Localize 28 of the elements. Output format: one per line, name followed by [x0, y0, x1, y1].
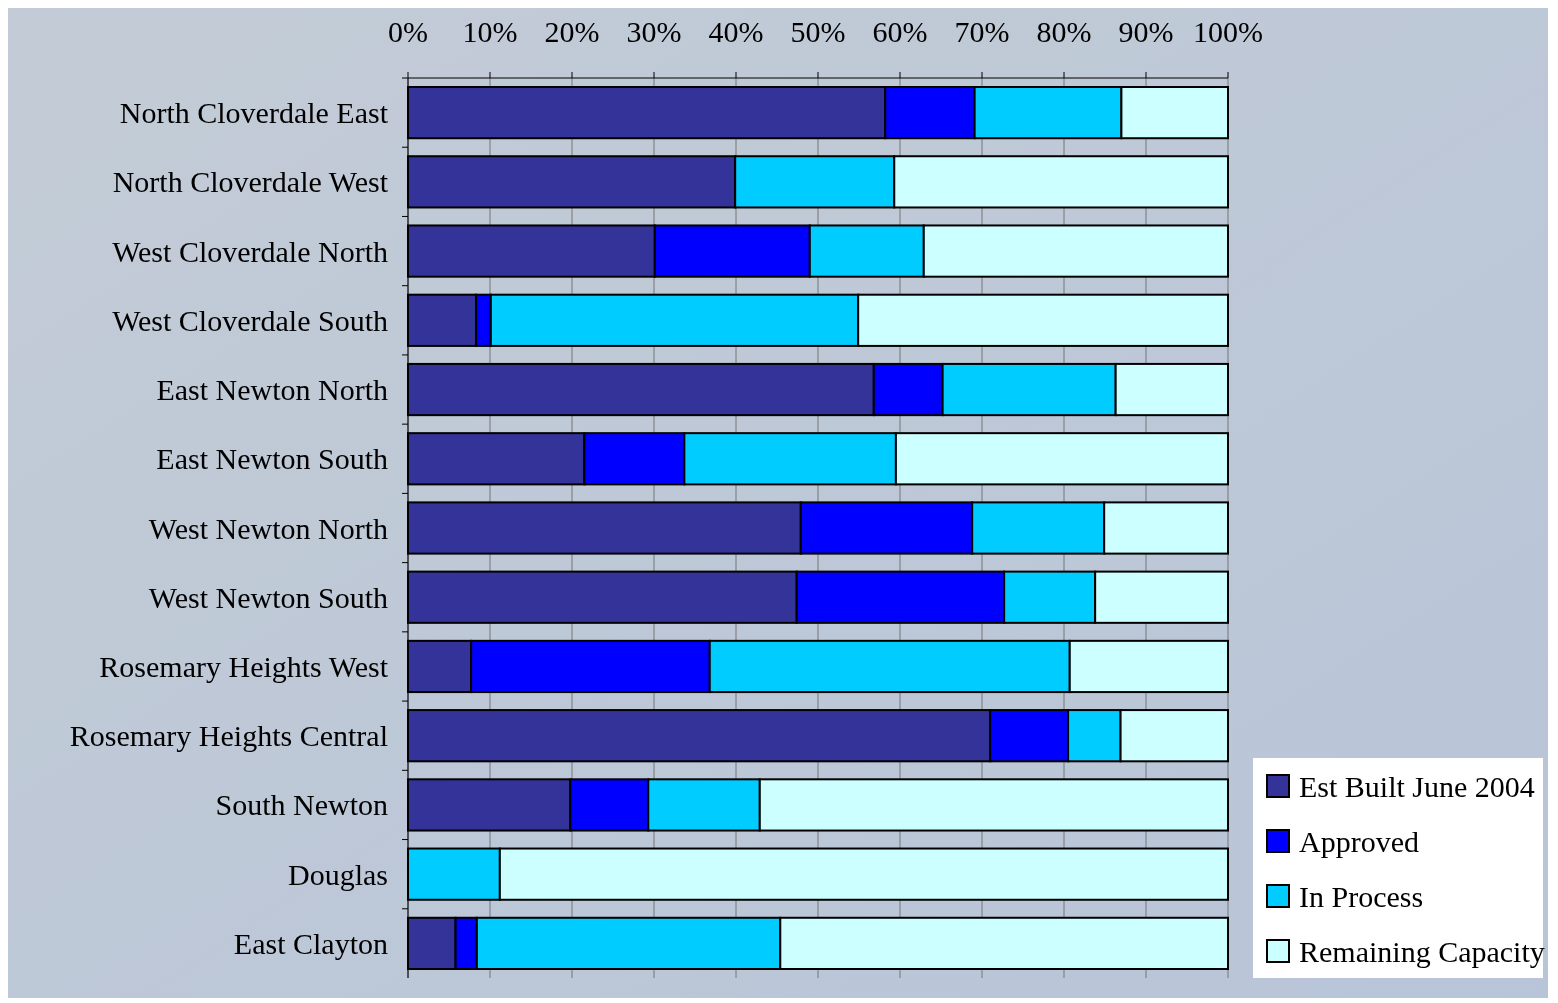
y-tick-label: North Cloverdale West [112, 165, 389, 199]
y-tick-label: East Newton North [156, 373, 388, 407]
legend-label: Est Built June 2004 [1299, 769, 1535, 803]
y-tick-label: West Newton South [148, 580, 388, 614]
y-tick-label: West Cloverdale North [112, 234, 388, 268]
x-tick-label: 40% [708, 15, 764, 48]
x-tick-label: 0% [388, 15, 428, 48]
y-tick-label: Rosemary Heights Central [69, 719, 388, 753]
x-tick-label: 50% [790, 15, 846, 48]
y-tick-label: Rosemary Heights West [99, 649, 389, 683]
x-tick-label: 20% [544, 15, 600, 48]
x-tick-label: 100% [1193, 15, 1263, 48]
legend-label: In Process [1299, 879, 1424, 913]
x-tick-label: 90% [1118, 15, 1174, 48]
y-tick-label: East Clayton [233, 926, 388, 960]
legend-label: Approved [1299, 824, 1419, 858]
x-tick-label: 80% [1036, 15, 1092, 48]
x-tick-label: 70% [954, 15, 1010, 48]
x-tick-label: 10% [462, 15, 518, 48]
y-tick-label: West Cloverdale South [112, 303, 388, 337]
legend-label: Remaining Capacity [1299, 934, 1545, 968]
y-tick-label: South Newton [215, 788, 388, 822]
y-tick-label: East Newton South [156, 442, 388, 476]
y-tick-label: Douglas [288, 857, 388, 891]
x-tick-label: 60% [872, 15, 928, 48]
y-tick-label: West Newton North [148, 511, 388, 545]
y-tick-label: North Cloverdale East [119, 96, 389, 130]
x-tick-label: 30% [626, 15, 682, 48]
